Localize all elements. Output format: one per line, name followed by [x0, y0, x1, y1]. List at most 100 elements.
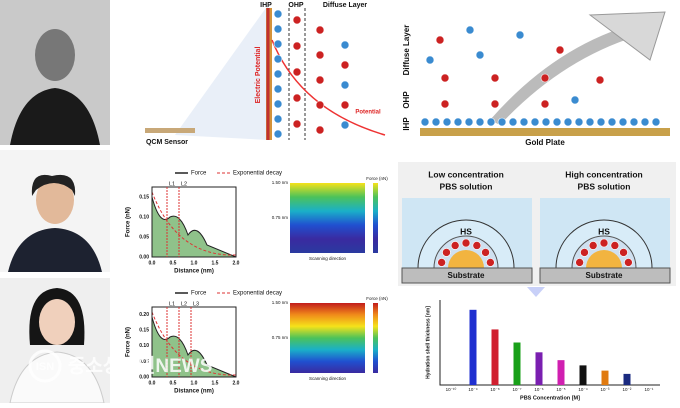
label: L1 — [169, 301, 175, 307]
ion — [629, 117, 639, 127]
label: Electric Potential — [255, 47, 262, 104]
label: Force — [191, 291, 207, 297]
label: Distance (nm) — [174, 389, 214, 395]
bar — [513, 342, 521, 385]
label: PBS Concentration [M] — [520, 395, 580, 401]
ion — [472, 241, 482, 250]
colorbar — [373, 303, 378, 373]
ion — [497, 117, 507, 127]
force-area — [151, 316, 237, 378]
label: 0.00 — [139, 374, 149, 380]
face — [39, 299, 75, 345]
ion — [340, 60, 350, 70]
label: Hydration shell thickness [nm] — [425, 306, 431, 379]
heatmap — [290, 303, 365, 373]
label: Gold Plate — [525, 138, 565, 147]
ion — [273, 84, 283, 94]
ion — [486, 117, 496, 127]
ion — [273, 24, 283, 34]
ion — [618, 117, 628, 127]
label: 0.05 — [139, 234, 149, 240]
ion — [519, 117, 529, 127]
label: 10⁻² — [623, 387, 632, 392]
label: High concentration — [565, 169, 642, 179]
label: HS — [460, 226, 472, 236]
ion — [440, 99, 450, 109]
label: Substrate — [448, 271, 485, 280]
ion — [540, 99, 550, 109]
bar — [535, 352, 543, 385]
label: 0.15 — [139, 194, 149, 200]
ion — [340, 80, 350, 90]
ion — [292, 67, 302, 77]
ion — [481, 248, 490, 257]
label: 1.0 — [191, 380, 198, 386]
bar — [579, 365, 587, 385]
face — [36, 176, 74, 224]
ion — [273, 69, 283, 79]
label: 1.5 — [212, 380, 219, 386]
ion — [465, 25, 475, 35]
bar — [469, 309, 477, 385]
ion — [437, 258, 446, 267]
ion — [607, 117, 617, 127]
label: 10⁻³ — [601, 387, 610, 392]
label: 10⁻¹⁰ — [446, 387, 457, 392]
body — [8, 228, 102, 272]
label: 0.10 — [139, 214, 149, 220]
substrate — [539, 267, 671, 284]
ion — [515, 30, 525, 40]
label: Diffuse Layer — [402, 25, 411, 76]
label: L1 — [169, 181, 175, 187]
ion — [575, 258, 584, 267]
ion — [540, 73, 550, 83]
label: 10⁻⁵ — [556, 387, 565, 392]
bar — [491, 329, 499, 385]
bar — [601, 370, 609, 385]
label: 2.0 — [233, 380, 240, 386]
ion — [315, 125, 325, 135]
ion — [490, 99, 500, 109]
logo-ring — [28, 349, 62, 383]
ion — [453, 117, 463, 127]
label: L2 — [181, 301, 187, 307]
label: Force (nN) — [126, 207, 132, 237]
label: 10⁻⁴ — [578, 387, 587, 392]
label: 중소상공인NEWS — [68, 355, 212, 377]
ion — [292, 15, 302, 25]
ion — [585, 117, 595, 127]
label: IHP — [402, 117, 411, 131]
axis — [439, 300, 660, 386]
cantilever — [588, 11, 666, 61]
label: 1.50 nm — [272, 180, 289, 185]
label: 10⁻¹ — [645, 387, 654, 392]
label: 0.0 — [149, 260, 156, 266]
label: ISN — [36, 361, 54, 373]
ion — [273, 129, 283, 139]
body — [9, 351, 105, 404]
ion — [273, 99, 283, 109]
arrow — [527, 287, 545, 297]
label: Scanning direction — [309, 376, 347, 381]
zoom-cone — [175, 5, 268, 140]
label: Force (nN) — [126, 327, 132, 357]
label: 1.0 — [191, 260, 198, 266]
ion — [315, 100, 325, 110]
ion — [486, 258, 495, 267]
decay-curve — [151, 311, 237, 376]
label: PBS solution — [440, 181, 493, 191]
ion — [555, 45, 565, 55]
ion — [619, 248, 628, 257]
label: L2 — [181, 181, 187, 187]
ion — [273, 114, 283, 124]
ion — [431, 117, 441, 127]
label: 0.05 — [139, 359, 149, 365]
ion — [425, 55, 435, 65]
ion — [651, 117, 661, 127]
label: PBS solution — [578, 181, 631, 191]
label: Force (nN) — [366, 176, 388, 181]
label: 0.15 — [139, 328, 149, 334]
label: HS — [598, 226, 610, 236]
label: 0.75 nm — [272, 335, 289, 340]
ion — [588, 241, 598, 250]
